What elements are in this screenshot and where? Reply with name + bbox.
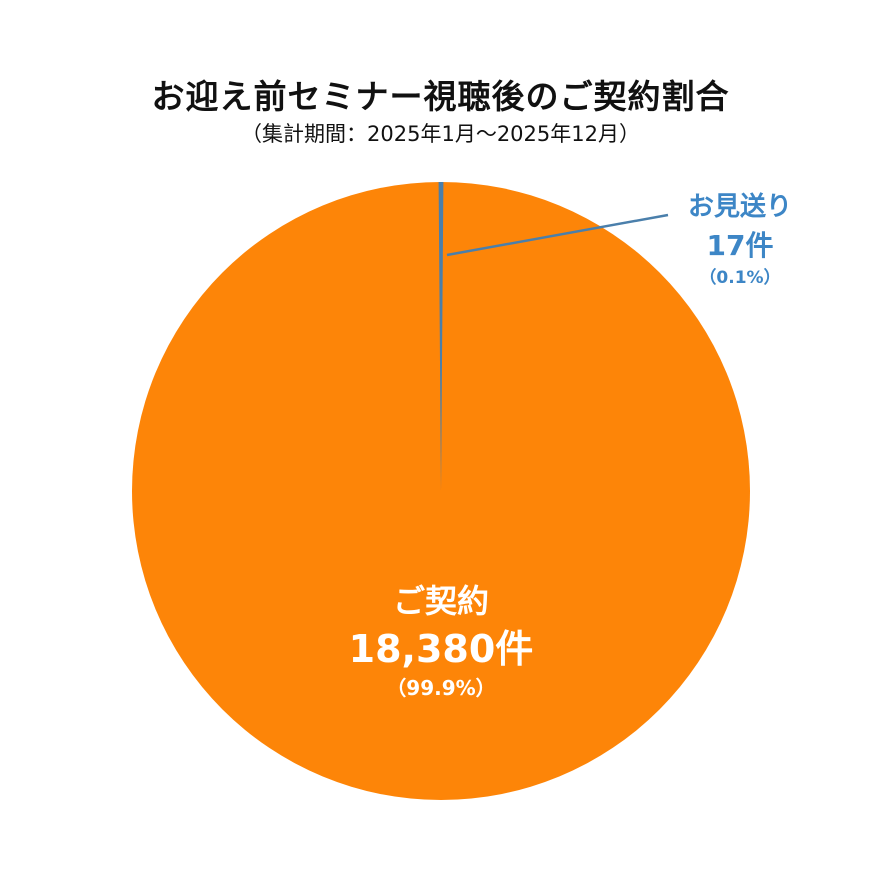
leader-line bbox=[446, 213, 669, 257]
label-declined: お見送り 17件 （0.1%） bbox=[660, 188, 820, 290]
label-contract: ご契約 18,380件 （99.9%） bbox=[291, 578, 591, 702]
label-contract-name: ご契約 bbox=[392, 582, 489, 620]
chart-subtitle: （集計期間：2025年1月〜2025年12月） bbox=[241, 122, 640, 146]
label-contract-count: 18,380件 bbox=[348, 627, 534, 671]
chart-title: お迎え前セミナー視聴後のご契約割合 bbox=[151, 77, 730, 116]
label-contract-pct: （99.9%） bbox=[386, 676, 496, 700]
label-declined-name: お見送り bbox=[687, 192, 792, 222]
label-declined-count: 17件 bbox=[706, 229, 774, 262]
pie-slice-declined bbox=[438, 181, 444, 491]
label-declined-pct: （0.1%） bbox=[699, 268, 781, 288]
